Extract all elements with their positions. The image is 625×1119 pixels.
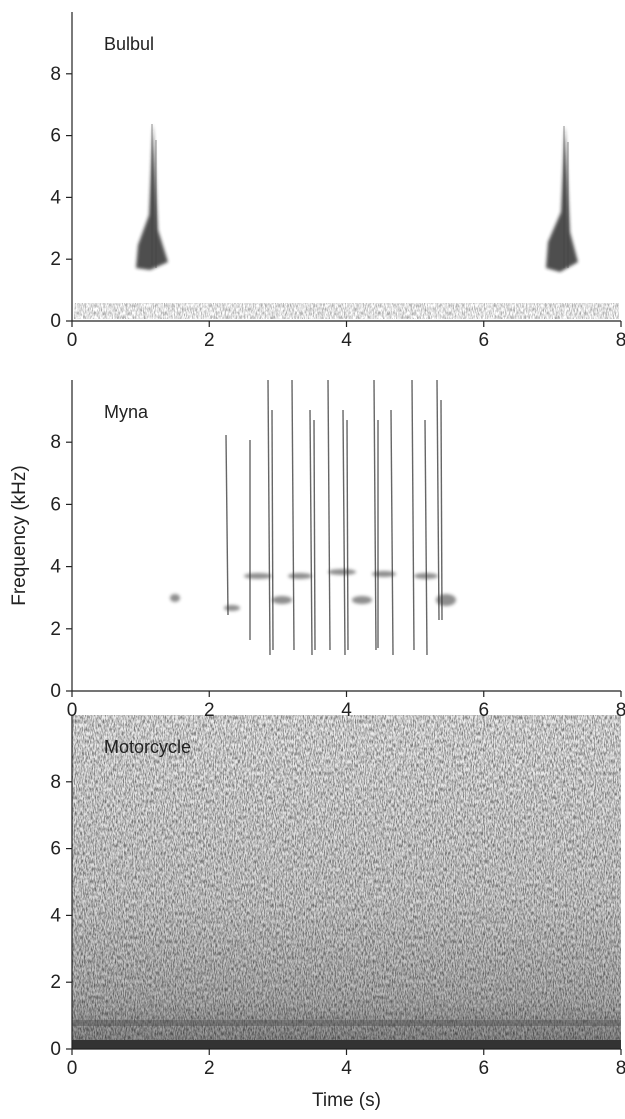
panel-label: Motorcycle	[104, 737, 191, 757]
x-tick-label: 8	[616, 700, 625, 721]
y-tick-label: 6	[50, 839, 61, 860]
y-tick-label: 2	[50, 619, 61, 640]
x-tick-label: 2	[204, 700, 215, 721]
y-tick-label: 4	[50, 905, 61, 926]
y-tick-label: 2	[50, 249, 61, 270]
x-tick-label: 8	[616, 330, 625, 351]
x-tick-label: 6	[478, 330, 489, 351]
x-tick-label: 2	[204, 1058, 215, 1079]
y-tick-label: 4	[50, 557, 61, 578]
x-tick-label: 4	[341, 1058, 352, 1079]
spectrogram-image	[225, 379, 443, 656]
panel-label: Bulbul	[104, 34, 154, 54]
y-tick-label: 2	[50, 972, 61, 993]
panel-label: Myna	[104, 402, 149, 422]
spectrogram-image	[72, 715, 621, 1049]
x-tick-label: 6	[478, 1058, 489, 1079]
y-tick-label: 8	[50, 432, 61, 453]
spectrogram-image	[170, 569, 456, 611]
x-axis-label: Time (s)	[312, 1090, 381, 1111]
x-tick-label: 4	[341, 330, 352, 351]
y-tick-label: 0	[50, 681, 61, 702]
y-tick-label: 6	[50, 126, 61, 147]
y-tick-label: 8	[50, 772, 61, 793]
y-tick-label: 4	[50, 187, 61, 208]
x-tick-label: 0	[67, 700, 78, 721]
x-tick-label: 4	[341, 700, 352, 721]
x-tick-label: 0	[67, 330, 78, 351]
x-tick-label: 2	[204, 330, 215, 351]
y-tick-label: 8	[50, 64, 61, 85]
y-axis-label: Frequency (kHz)	[9, 465, 30, 605]
x-tick-label: 0	[67, 1058, 78, 1079]
spectrogram-image	[74, 124, 619, 319]
x-tick-label: 6	[478, 700, 489, 721]
y-tick-label: 0	[50, 311, 61, 332]
y-tick-label: 0	[50, 1039, 61, 1060]
y-tick-label: 6	[50, 494, 61, 515]
x-tick-label: 8	[616, 1058, 625, 1079]
